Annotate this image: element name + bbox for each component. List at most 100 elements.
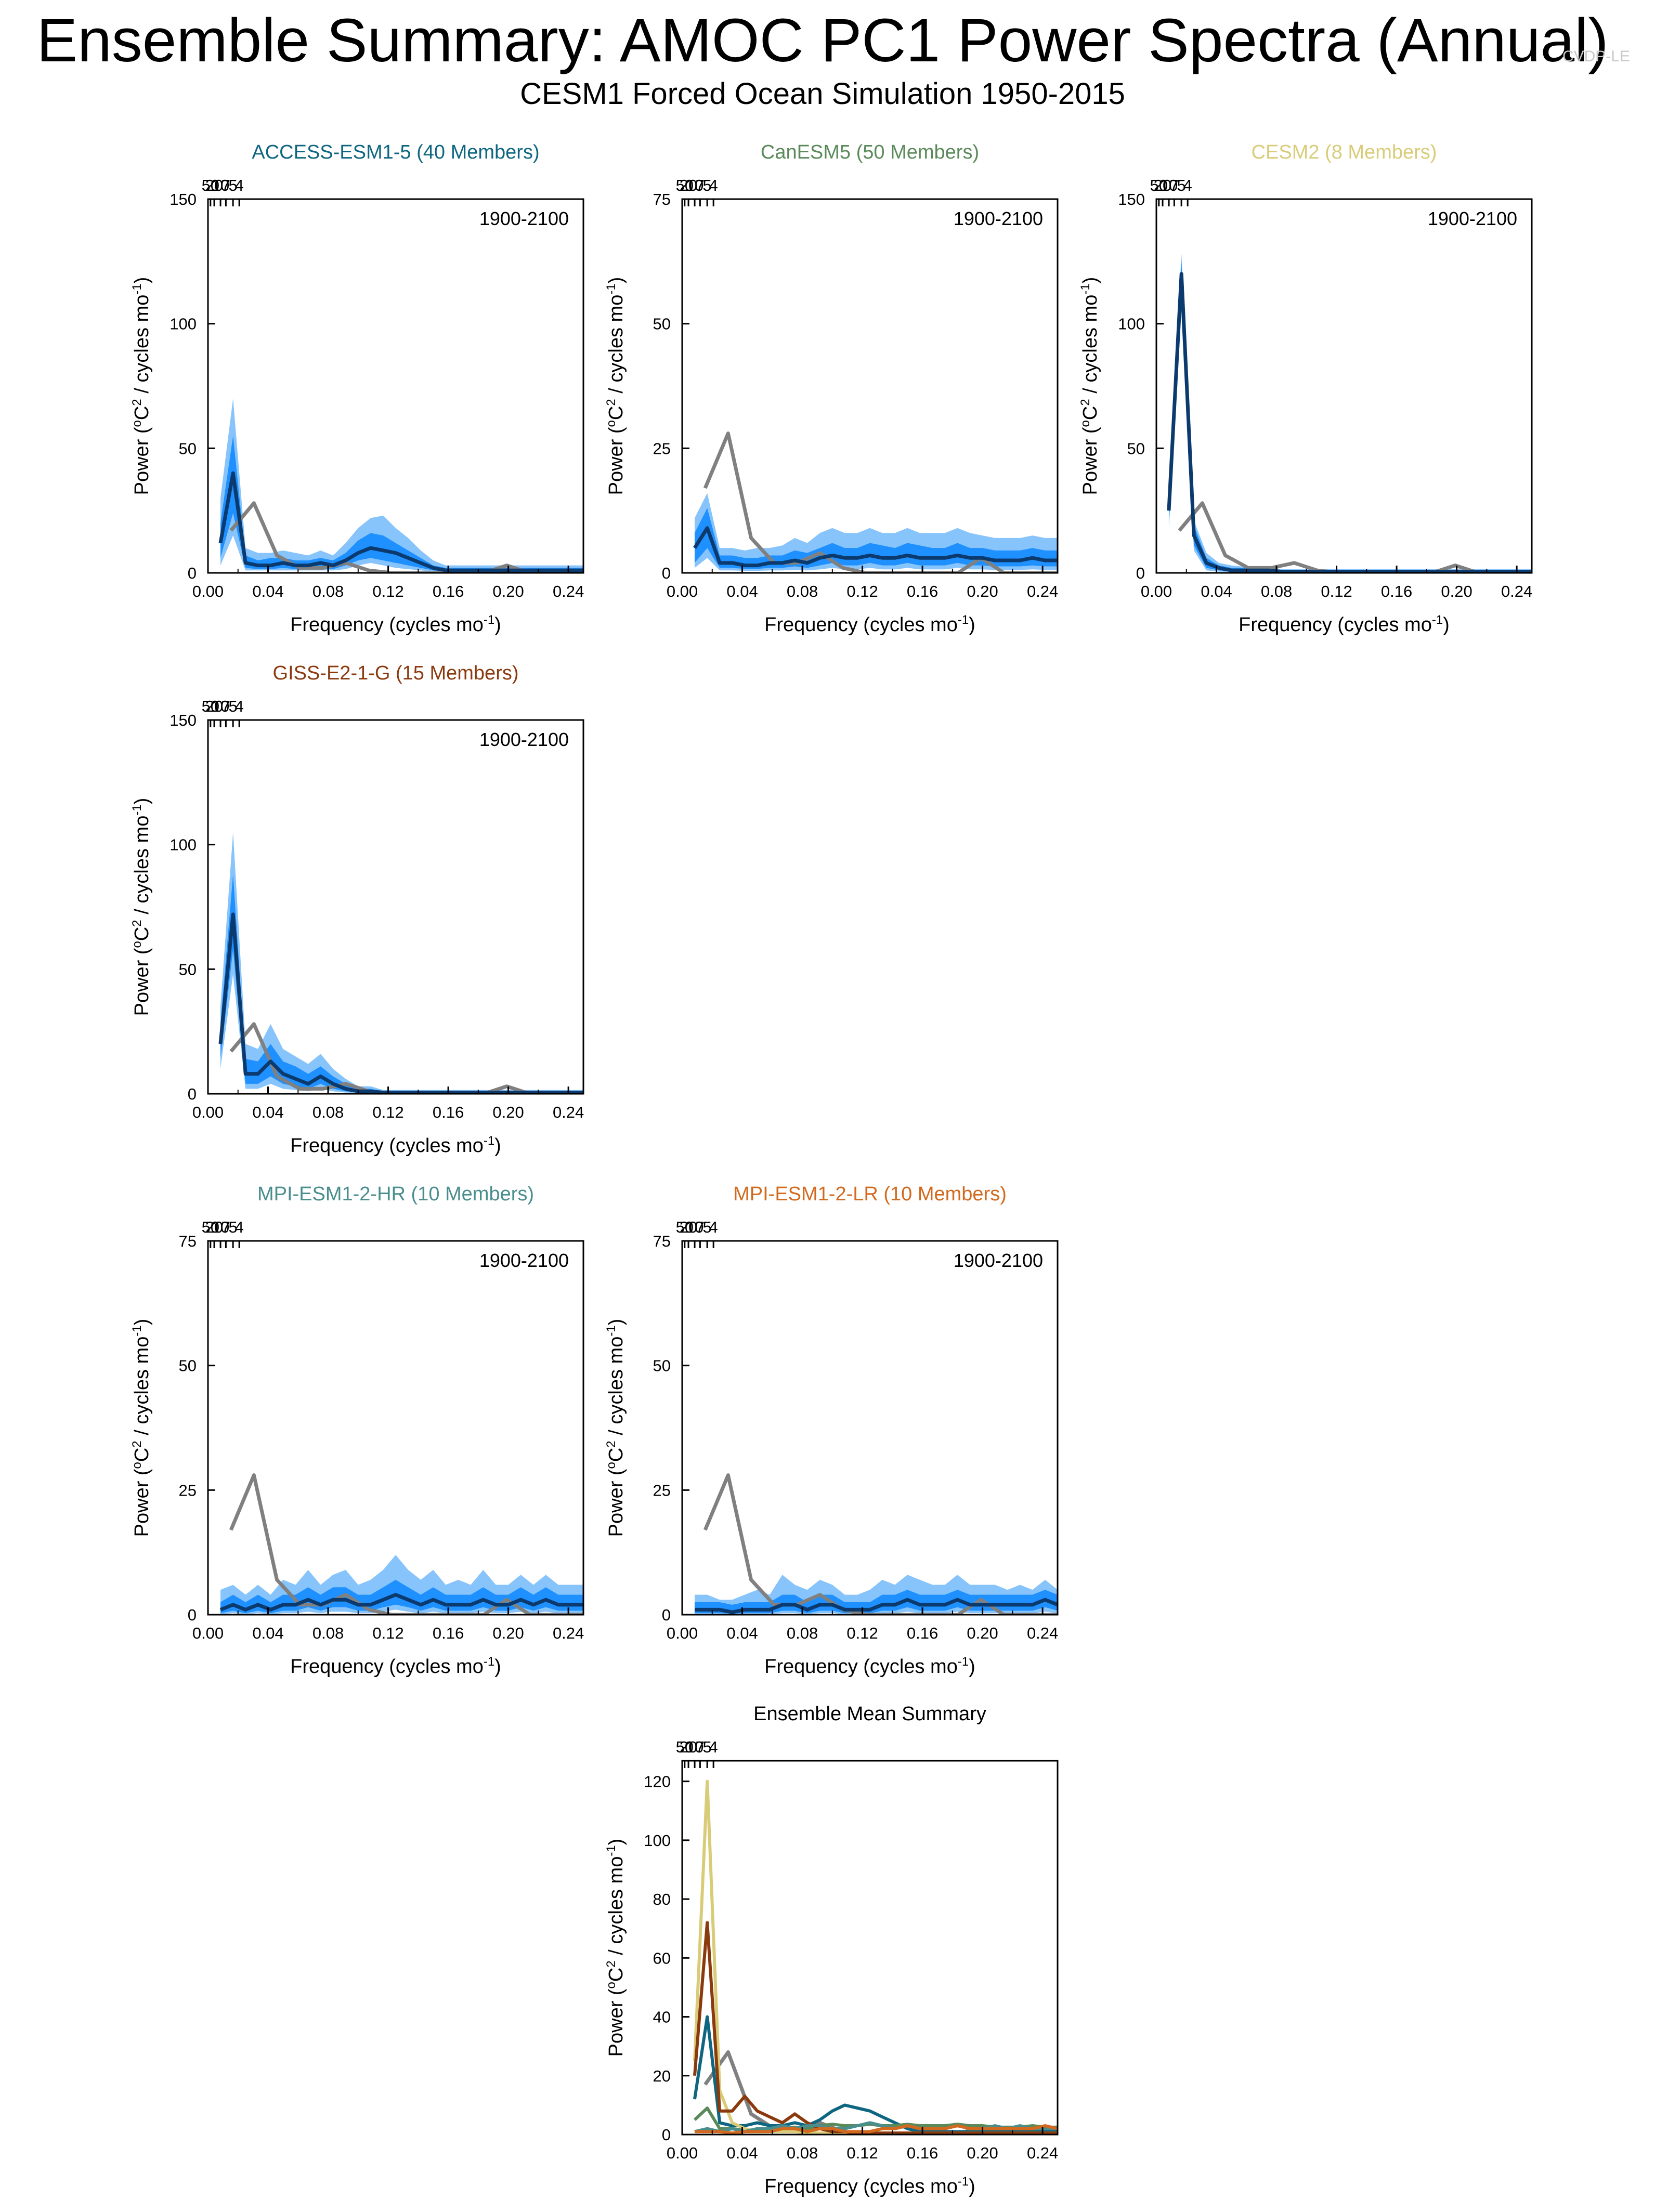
period-label: 1900-2100: [479, 208, 569, 229]
x-tick-label: 0.20: [967, 2144, 998, 2162]
x-axis-label-end: ): [969, 2176, 975, 2197]
x-tick-label: 0.12: [372, 582, 403, 600]
y-axis-label-mid: / cycles mo: [131, 295, 153, 399]
x-tick-label: 0.08: [312, 1624, 344, 1642]
y-tick-label: 0: [188, 564, 197, 582]
x-tick-label: 0.24: [1027, 582, 1058, 600]
x-tick-label: 0.24: [553, 1624, 584, 1642]
plot-frame: [207, 719, 584, 1095]
y-axis-label-mid: / cycles mo: [605, 295, 627, 399]
x-tick-label: 0.24: [1027, 2144, 1058, 2162]
ensemble-mean-line: [218, 471, 583, 572]
x-tick-label: 0.00: [1141, 582, 1172, 600]
x-axis-label-sup: -1: [1432, 613, 1443, 627]
y-axis-label-end: ): [605, 277, 627, 284]
panel-title: CanESM5 (50 Members): [761, 141, 979, 163]
y-tick-label: 0: [662, 1606, 671, 1624]
plot-frame: [1155, 198, 1533, 574]
top-period-label: 7: [1170, 176, 1179, 194]
y-tick-label: 50: [179, 1357, 197, 1375]
y-axis-label-unit: C: [605, 406, 627, 420]
x-tick-label: 0.16: [907, 2144, 938, 2162]
top-period-label: 5: [1177, 176, 1186, 194]
y-axis-label-squared: 2: [130, 399, 144, 405]
model-mean-line: [694, 2124, 1058, 2135]
top-period-label: 7: [696, 1738, 705, 1756]
ensemble-mean-line: [1167, 272, 1532, 573]
model-mean-line: [694, 2121, 1058, 2134]
y-tick-label: 25: [179, 1481, 197, 1499]
top-period-label: 5: [703, 1218, 712, 1236]
top-period-label: 4: [235, 176, 244, 194]
ensemble-mean-line: [218, 912, 583, 1094]
y-tick-label: 25: [653, 1481, 671, 1499]
top-period-label: 50: [676, 1218, 694, 1236]
x-tick-label: 0.08: [787, 582, 818, 600]
x-tick-label: 0.24: [553, 582, 584, 600]
y-axis-label-sup: -1: [604, 1325, 618, 1336]
top-period-label: 20: [205, 176, 223, 194]
x-axis-label-text: Frequency (cycles mo: [764, 614, 958, 636]
y-axis-label-pre: Power (: [131, 427, 153, 495]
y-axis-label-squared: 2: [604, 399, 618, 405]
x-axis-label-text: Frequency (cycles mo: [290, 614, 484, 636]
y-axis-label: Power (oC2 / cycles mo-1): [130, 277, 153, 495]
top-period-label: 20: [205, 1218, 223, 1236]
x-axis-label-end: ): [1443, 614, 1450, 636]
plot-frame: [207, 1240, 584, 1616]
panel-title: MPI-ESM1-2-HR (10 Members): [257, 1183, 534, 1205]
y-tick-label: 75: [653, 1232, 671, 1250]
y-tick-label: 50: [653, 315, 671, 333]
x-tick-label: 0.04: [726, 1624, 758, 1642]
x-tick-label: 0.04: [252, 582, 283, 600]
y-tick-label: 25: [653, 439, 671, 457]
spread-band-inner: [1168, 261, 1532, 572]
y-tick-label: 0: [188, 1606, 197, 1624]
plot-data: [693, 431, 1058, 573]
x-tick-label: 0.16: [433, 1624, 464, 1642]
top-period-label: 20: [680, 1218, 697, 1236]
x-tick-label: 0.08: [312, 582, 344, 600]
y-axis-label-unit: C: [131, 927, 153, 941]
y-tick-label: 50: [653, 1357, 671, 1375]
top-period-label: 10: [686, 176, 703, 194]
top-period-label: 50: [202, 1218, 219, 1236]
y-tick-label: 0: [188, 1085, 197, 1103]
x-tick-label: 0.20: [492, 1103, 524, 1121]
y-axis-label-end: ): [131, 277, 153, 284]
top-period-label: 50: [202, 697, 219, 715]
x-tick-label: 0.12: [372, 1103, 403, 1121]
observed-spectrum-line: [703, 1473, 1058, 1615]
chart-panel: CanESM5 (50 Members) 0.00 0.04 0.08 0.12 0.16…: [604, 141, 1059, 636]
y-axis-label-mid: / cycles mo: [1079, 295, 1101, 399]
x-axis-label: Frequency (cycles mo-1): [764, 2175, 975, 2197]
x-axis-label-end: ): [969, 614, 975, 636]
y-axis-label-sup: -1: [130, 804, 144, 815]
x-tick-label: 0.24: [553, 1103, 584, 1121]
top-period-label: 7: [696, 1218, 705, 1236]
x-tick-label: 0.08: [312, 1103, 344, 1121]
x-tick-label: 0.12: [372, 1624, 403, 1642]
top-period-label: 20: [680, 176, 697, 194]
x-tick-label: 0.04: [252, 1624, 283, 1642]
top-period-label: 10: [212, 1218, 229, 1236]
top-period-label: 7: [221, 697, 230, 715]
top-period-label: 5: [703, 176, 712, 194]
top-period-label: 4: [1183, 176, 1192, 194]
y-axis-label: Power (oC2 / cycles mo-1): [1078, 277, 1101, 495]
y-axis-label-pre: Power (: [1079, 427, 1101, 495]
ensemble-mean-line: [693, 526, 1058, 568]
y-tick-label: 120: [644, 1773, 671, 1791]
x-tick-label: 0.16: [907, 1624, 938, 1642]
top-period-label: 20: [1154, 176, 1171, 194]
x-tick-label: 0.20: [1441, 582, 1472, 600]
y-tick-label: 100: [170, 836, 197, 854]
observed-spectrum-line: [229, 1473, 583, 1615]
x-tick-label: 0.20: [492, 1624, 524, 1642]
top-period-label: 4: [235, 1218, 244, 1236]
y-axis-label-pre: Power (: [605, 1469, 627, 1537]
x-axis-label: Frequency (cycles mo-1): [764, 1655, 975, 1678]
x-tick-label: 0.08: [787, 2144, 818, 2162]
y-axis-label-squared: 2: [130, 1441, 144, 1447]
top-period-label: 10: [212, 176, 229, 194]
